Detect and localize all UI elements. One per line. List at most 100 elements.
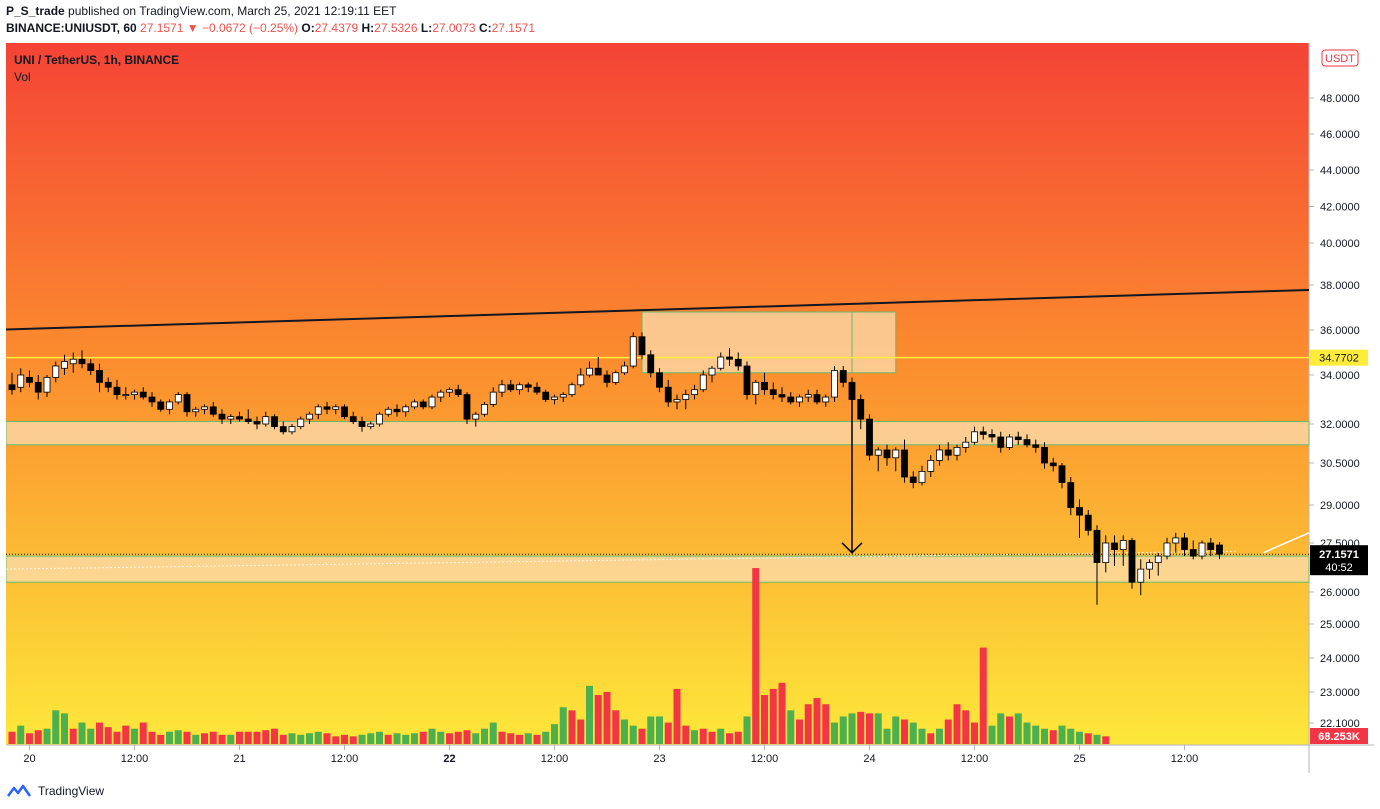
volume-bar <box>603 691 611 744</box>
candle-body <box>839 370 847 383</box>
author-name[interactable]: P_S_trade <box>6 4 65 18</box>
time-tick-label: 12:00 <box>961 753 989 765</box>
volume-bar <box>218 734 226 744</box>
volume-bar <box>559 707 567 744</box>
candle-body <box>962 441 970 448</box>
candle-body <box>892 449 900 459</box>
volume-bar <box>1076 731 1083 744</box>
volume-bar <box>481 728 488 744</box>
candle-body <box>568 384 576 395</box>
time-tick-label: 25 <box>1073 753 1085 765</box>
symbol-info: BINANCE:UNIUSDT, 60 27.1571 ▼ −0.0672 (−… <box>6 21 535 35</box>
price-tick-label: 32.0000 <box>1320 419 1360 431</box>
price-axis[interactable]: 22.100023.000024.000025.000026.000027.50… <box>1309 93 1360 730</box>
volume-bar <box>323 733 331 744</box>
volume-bar <box>437 731 445 744</box>
candle-body <box>454 389 462 396</box>
volume-bar <box>936 728 943 744</box>
volume-bar <box>962 710 970 744</box>
volume-bar <box>349 736 357 744</box>
volume-bar <box>489 722 497 744</box>
volume-bar <box>594 695 602 744</box>
low-value: 27.0073 <box>432 21 476 35</box>
volume-bar <box>1014 713 1022 744</box>
volume-bar <box>34 730 42 744</box>
volume-bar <box>358 734 366 744</box>
volume-bar <box>253 731 261 744</box>
candle-body <box>524 384 532 388</box>
candle-body <box>498 384 506 393</box>
volume-bar <box>533 734 541 744</box>
volume-bar <box>297 734 305 744</box>
price-tick-label: 22.1000 <box>1320 718 1360 730</box>
candle-body <box>752 381 760 396</box>
volume-bar <box>367 733 375 744</box>
volume-bar <box>691 730 698 744</box>
volume-bar <box>393 733 401 744</box>
volume-bar <box>227 734 235 744</box>
volume-bar <box>734 731 742 744</box>
candle-body <box>87 363 95 371</box>
volume-bar <box>839 716 847 744</box>
candle-body <box>349 416 357 422</box>
volume-bar <box>341 734 348 744</box>
candle-body <box>489 391 497 405</box>
candle-body <box>1154 555 1162 563</box>
symbol-line: BINANCE:UNIUSDT, 60 <box>6 21 137 35</box>
price-tick-label: 29.0000 <box>1320 500 1360 512</box>
candle-body <box>1119 540 1127 550</box>
volume-bar <box>944 719 952 744</box>
volume-bar <box>997 713 1005 744</box>
candle-body <box>542 391 550 400</box>
candle-body <box>183 394 191 413</box>
candle-body <box>139 391 147 398</box>
volume-value-text: 68.253K <box>1318 731 1360 743</box>
volume-bar <box>428 728 436 744</box>
time-tick-label: 12:00 <box>331 753 359 765</box>
candle-body <box>621 365 628 374</box>
volume-bar <box>174 730 182 744</box>
candle-body <box>52 365 60 378</box>
plot-background <box>6 43 1309 745</box>
tradingview-logo-icon[interactable] <box>6 784 32 798</box>
volume-bar <box>638 728 646 744</box>
candle-body <box>332 406 340 410</box>
volume-bar <box>1049 730 1057 744</box>
time-axis[interactable]: 20 12:00 21 12:00 22 12:00 23 12:00 24 12:00 25 12:… <box>23 745 1198 765</box>
candle-body <box>428 396 436 408</box>
price-change: ▼ −0.0672 (−0.25%) <box>186 21 299 35</box>
candle-body <box>691 389 698 396</box>
down-arrow-head <box>841 542 863 554</box>
low-label: L: <box>420 21 433 35</box>
publish-text: published on TradingView.com, March 25, … <box>68 4 397 18</box>
last-price: 27.1571 <box>140 21 184 35</box>
candle-body <box>166 401 173 410</box>
candle-body <box>393 408 401 413</box>
footer-brand[interactable]: TradingView <box>38 784 105 798</box>
candle-body <box>358 421 366 427</box>
candle-body <box>1198 542 1206 557</box>
volume-bar <box>87 728 95 744</box>
close-label: C: <box>478 21 492 35</box>
price-chart[interactable]: 22.100023.000024.000025.000026.000027.50… <box>5 43 1374 773</box>
volume-bar <box>857 711 865 744</box>
candle-body <box>682 394 690 400</box>
candle-body <box>1137 568 1145 583</box>
volume-bar <box>629 725 637 744</box>
candle-body <box>726 356 733 360</box>
candle-body <box>656 372 663 388</box>
currency-badge[interactable] <box>1321 49 1359 67</box>
volume-bar <box>104 727 112 744</box>
volume-bar <box>769 688 777 744</box>
candle-body <box>341 406 348 418</box>
support-zone-mid <box>5 421 1310 446</box>
volume-bar <box>271 728 278 744</box>
candle-body <box>463 394 471 420</box>
candle-body <box>559 394 567 398</box>
candle-body <box>367 423 375 427</box>
volume-bar <box>1102 736 1110 744</box>
candle-body <box>1146 562 1153 570</box>
candle-body <box>979 431 987 435</box>
volume-bar <box>682 725 690 744</box>
chart-container[interactable]: 22.1000 23.0000 24.0000 25.0000 26.0000 27.50… <box>5 43 1374 773</box>
